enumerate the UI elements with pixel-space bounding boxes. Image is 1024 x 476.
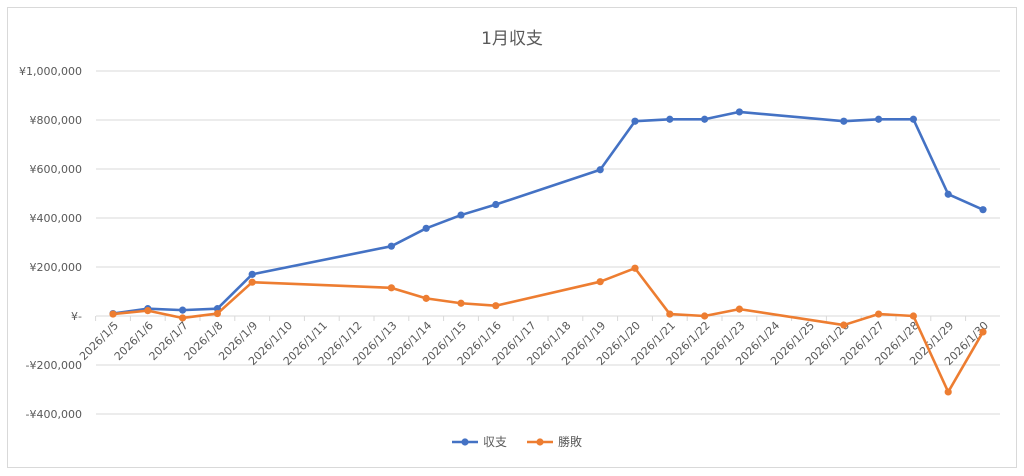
data-point — [979, 206, 987, 214]
y-tick-label: ¥400,000 — [30, 212, 83, 225]
data-point — [875, 115, 883, 123]
y-tick-label: ¥1,000,000 — [19, 65, 82, 78]
series-line-0 — [112, 110, 984, 315]
data-point — [979, 328, 987, 336]
legend-marker — [536, 438, 544, 446]
data-point — [248, 270, 256, 278]
y-tick-label: ¥200,000 — [30, 261, 83, 274]
data-point — [596, 278, 604, 286]
data-point — [909, 115, 918, 123]
data-point — [840, 117, 848, 125]
data-point — [944, 190, 952, 198]
legend-marker — [461, 438, 469, 446]
data-point — [701, 115, 709, 123]
data-point — [666, 115, 674, 123]
data-point — [213, 309, 221, 318]
data-point — [387, 284, 395, 292]
y-tick-label: -¥200,000 — [26, 359, 82, 372]
data-point — [666, 310, 674, 318]
data-point — [457, 299, 465, 307]
data-point — [109, 310, 117, 318]
data-point — [144, 307, 152, 315]
y-tick-label: -¥400,000 — [26, 408, 82, 421]
data-point — [248, 278, 256, 286]
legend-label: 収支 — [483, 435, 507, 449]
data-point — [596, 166, 604, 174]
data-point — [735, 305, 744, 313]
y-tick-label: ¥600,000 — [30, 163, 83, 176]
legend-label: 勝敗 — [558, 434, 582, 449]
data-point — [909, 312, 918, 320]
chart-title: 1月収支 — [481, 29, 543, 49]
data-point — [701, 312, 709, 320]
data-point — [492, 200, 500, 209]
data-point — [457, 211, 465, 219]
data-point — [631, 117, 639, 125]
y-tick-label: ¥- — [71, 310, 82, 323]
data-point — [875, 310, 883, 318]
data-point — [387, 242, 395, 250]
data-point — [840, 321, 848, 329]
y-tick-label: ¥800,000 — [30, 114, 83, 127]
data-point — [422, 294, 430, 302]
chart-area — [7, 7, 1017, 468]
data-point — [422, 224, 430, 232]
data-point — [735, 108, 744, 116]
data-point — [179, 314, 187, 322]
data-point — [492, 302, 500, 310]
data-point — [944, 388, 952, 396]
data-point — [179, 306, 187, 314]
data-point — [631, 264, 639, 272]
